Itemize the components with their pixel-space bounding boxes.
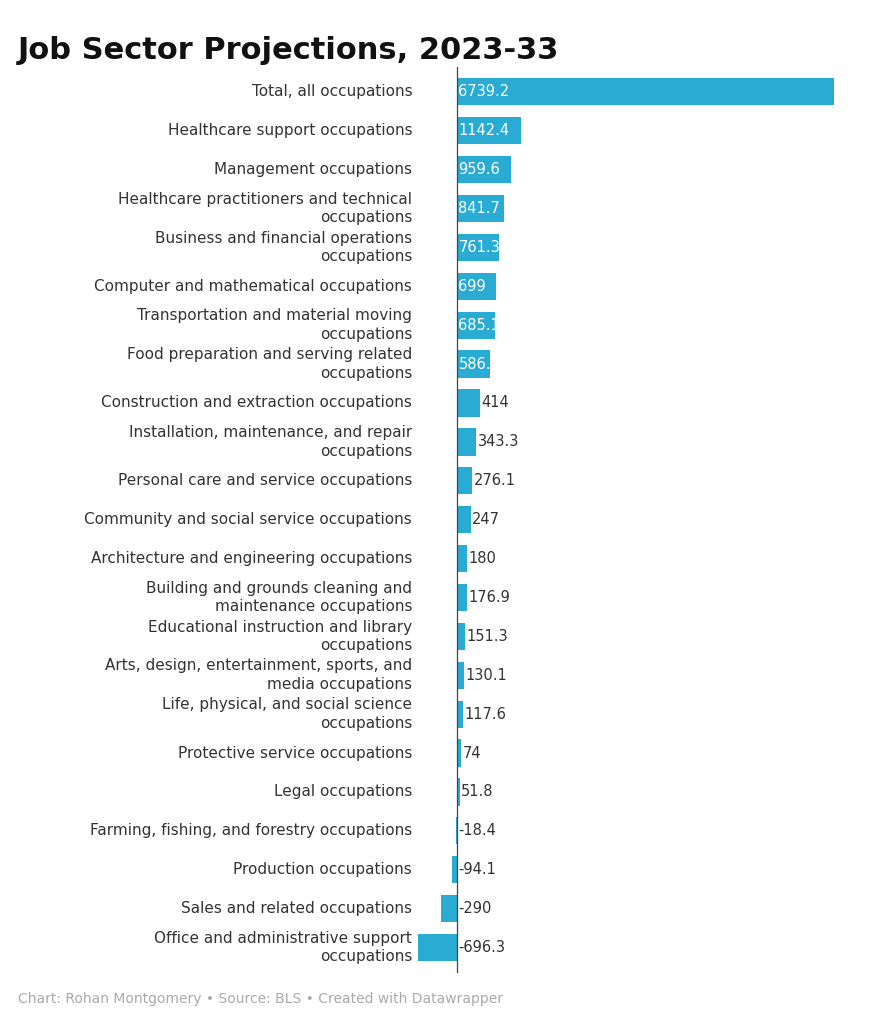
Text: 841.7: 841.7 bbox=[459, 201, 500, 216]
Text: Protective service occupations: Protective service occupations bbox=[178, 745, 412, 761]
Bar bbox=[441, 895, 457, 923]
Bar bbox=[456, 817, 457, 845]
Bar bbox=[418, 934, 457, 962]
Bar bbox=[457, 233, 500, 261]
Bar bbox=[457, 739, 461, 767]
Bar bbox=[457, 272, 496, 300]
Text: Life, physical, and social science
occupations: Life, physical, and social science occup… bbox=[162, 697, 412, 731]
Text: Educational instruction and library
occupations: Educational instruction and library occu… bbox=[148, 620, 412, 653]
Text: Management occupations: Management occupations bbox=[214, 162, 412, 177]
Bar bbox=[452, 856, 457, 884]
Text: 685.1: 685.1 bbox=[459, 317, 500, 333]
Text: Personal care and service occupations: Personal care and service occupations bbox=[118, 473, 412, 488]
Text: 343.3: 343.3 bbox=[477, 434, 519, 450]
Bar bbox=[457, 78, 834, 105]
Text: 1142.4: 1142.4 bbox=[459, 123, 510, 138]
Text: 586.8: 586.8 bbox=[459, 356, 500, 372]
Text: -18.4: -18.4 bbox=[459, 823, 496, 839]
Text: Food preparation and serving related
occupations: Food preparation and serving related occ… bbox=[127, 347, 412, 381]
Text: Healthcare practitioners and technical
occupations: Healthcare practitioners and technical o… bbox=[118, 191, 412, 225]
Text: 117.6: 117.6 bbox=[465, 707, 507, 722]
Text: 247: 247 bbox=[472, 512, 500, 527]
Text: 130.1: 130.1 bbox=[466, 668, 507, 683]
Text: Office and administrative support
occupations: Office and administrative support occupa… bbox=[154, 931, 412, 965]
Text: 180: 180 bbox=[468, 551, 496, 566]
Text: Job Sector Projections, 2023-33: Job Sector Projections, 2023-33 bbox=[18, 36, 559, 65]
Text: 276.1: 276.1 bbox=[474, 473, 516, 488]
Text: Building and grounds cleaning and
maintenance occupations: Building and grounds cleaning and mainte… bbox=[146, 581, 412, 614]
Text: Construction and extraction occupations: Construction and extraction occupations bbox=[102, 395, 412, 411]
Text: Computer and mathematical occupations: Computer and mathematical occupations bbox=[95, 279, 412, 294]
Bar bbox=[457, 623, 466, 650]
Text: -94.1: -94.1 bbox=[459, 862, 496, 878]
Bar bbox=[457, 389, 480, 417]
Text: 414: 414 bbox=[481, 395, 510, 411]
Bar bbox=[457, 506, 471, 534]
Bar bbox=[457, 311, 496, 339]
Text: Sales and related occupations: Sales and related occupations bbox=[182, 901, 412, 916]
Text: Installation, maintenance, and repair
occupations: Installation, maintenance, and repair oc… bbox=[129, 425, 412, 459]
Bar bbox=[457, 195, 504, 222]
Bar bbox=[457, 545, 467, 572]
Text: 51.8: 51.8 bbox=[461, 784, 494, 800]
Bar bbox=[457, 700, 463, 728]
Bar bbox=[457, 428, 476, 456]
Text: 74: 74 bbox=[462, 745, 481, 761]
Text: 699: 699 bbox=[459, 279, 486, 294]
Text: -696.3: -696.3 bbox=[459, 940, 505, 955]
Text: -290: -290 bbox=[459, 901, 492, 916]
Text: Architecture and engineering occupations: Architecture and engineering occupations bbox=[91, 551, 412, 566]
Text: Community and social service occupations: Community and social service occupations bbox=[84, 512, 412, 527]
Text: 151.3: 151.3 bbox=[467, 629, 509, 644]
Text: Legal occupations: Legal occupations bbox=[274, 784, 412, 800]
Text: Production occupations: Production occupations bbox=[233, 862, 412, 878]
Text: Arts, design, entertainment, sports, and
media occupations: Arts, design, entertainment, sports, and… bbox=[105, 658, 412, 692]
Text: Total, all occupations: Total, all occupations bbox=[252, 84, 412, 99]
Text: 176.9: 176.9 bbox=[468, 590, 510, 605]
Text: Transportation and material moving
occupations: Transportation and material moving occup… bbox=[138, 308, 412, 342]
Text: Chart: Rohan Montgomery • Source: BLS • Created with Datawrapper: Chart: Rohan Montgomery • Source: BLS • … bbox=[18, 991, 503, 1006]
Text: Business and financial operations
occupations: Business and financial operations occupa… bbox=[155, 230, 412, 264]
Bar bbox=[457, 156, 510, 183]
Bar bbox=[457, 662, 464, 689]
Text: 6739.2: 6739.2 bbox=[459, 84, 510, 99]
Text: Healthcare support occupations: Healthcare support occupations bbox=[168, 123, 412, 138]
Bar bbox=[457, 778, 460, 806]
Text: 761.3: 761.3 bbox=[459, 240, 500, 255]
Bar bbox=[457, 350, 489, 378]
Bar bbox=[457, 117, 521, 144]
Text: Farming, fishing, and forestry occupations: Farming, fishing, and forestry occupatio… bbox=[90, 823, 412, 839]
Bar bbox=[457, 584, 467, 611]
Text: 959.6: 959.6 bbox=[459, 162, 500, 177]
Bar bbox=[457, 467, 473, 495]
